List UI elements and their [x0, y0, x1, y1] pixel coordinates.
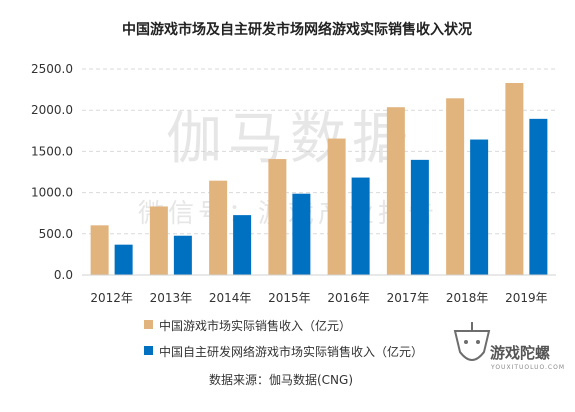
- logo-name: 游戏陀螺: [490, 344, 550, 362]
- bar-market-revenue: [446, 98, 465, 275]
- bar-self-developed-revenue: [292, 193, 311, 275]
- bar-market-revenue: [268, 159, 287, 275]
- chart-title: 中国游戏市场及自主研发市场网络游戏实际销售收入状况: [122, 21, 472, 38]
- logo-url: YOUXITUOLUO.COM: [490, 364, 565, 371]
- x-axis-labels: 2012年 2013年 2014年 2015年 2016年 2017年 2018年 2019年: [90, 291, 547, 305]
- legend-item-self-developed: 中国自主研发网络游戏市场实际销售收入（亿元）: [144, 344, 423, 359]
- y-tick-label: 2000.0: [31, 103, 73, 117]
- bar-self-developed-revenue: [410, 159, 429, 275]
- x-category-label: 2012年: [90, 291, 133, 305]
- y-tick-label: 500.0: [39, 227, 73, 241]
- watermark: 伽马数据 微信号：游戏产业报告: [138, 107, 434, 229]
- bar-market-revenue: [386, 107, 405, 275]
- x-category-label: 2019年: [505, 291, 548, 305]
- watermark-main: 伽马数据: [166, 107, 414, 172]
- legend-label-self-developed: 中国自主研发网络游戏市场实际销售收入（亿元）: [159, 344, 423, 359]
- bar-market-revenue: [505, 82, 524, 276]
- y-tick-label: 2500.0: [31, 62, 73, 76]
- x-category-label: 2018年: [446, 291, 489, 305]
- legend-label-market: 中国游戏市场实际销售收入（亿元）: [159, 318, 351, 333]
- y-tick-label: 1000.0: [31, 186, 73, 200]
- bar-self-developed-revenue: [351, 177, 370, 275]
- bar-self-developed-revenue: [470, 139, 489, 275]
- legend: 中国游戏市场实际销售收入（亿元） 中国自主研发网络游戏市场实际销售收入（亿元）: [144, 318, 423, 359]
- legend-item-market: 中国游戏市场实际销售收入（亿元）: [144, 318, 351, 333]
- x-category-label: 2017年: [387, 291, 430, 305]
- x-category-label: 2016年: [327, 291, 370, 305]
- bar-self-developed-revenue: [233, 215, 252, 275]
- legend-swatch-self-developed: [144, 346, 153, 355]
- spinning-top-icon: [453, 322, 491, 361]
- bars: [90, 82, 548, 276]
- x-category-label: 2015年: [268, 291, 311, 305]
- brand-logo: 游戏陀螺 YOUXITUOLUO.COM: [453, 322, 565, 371]
- x-category-label: 2014年: [209, 291, 252, 305]
- bar-market-revenue: [90, 225, 109, 275]
- bar-market-revenue: [149, 206, 168, 275]
- x-category-label: 2013年: [150, 291, 193, 305]
- bar-market-revenue: [327, 138, 346, 275]
- bar-self-developed-revenue: [529, 118, 548, 276]
- y-tick-label: 1500.0: [31, 144, 73, 158]
- bar-self-developed-revenue: [114, 244, 133, 275]
- legend-swatch-market: [144, 320, 153, 329]
- bar-self-developed-revenue: [173, 235, 192, 275]
- y-axis-ticks: 0.0 500.0 1000.0 1500.0 2000.0 2500.0: [31, 62, 73, 282]
- y-tick-label: 0.0: [54, 268, 73, 282]
- source-note: 数据来源：伽马数据(CNG): [209, 372, 353, 387]
- bar-market-revenue: [209, 180, 228, 275]
